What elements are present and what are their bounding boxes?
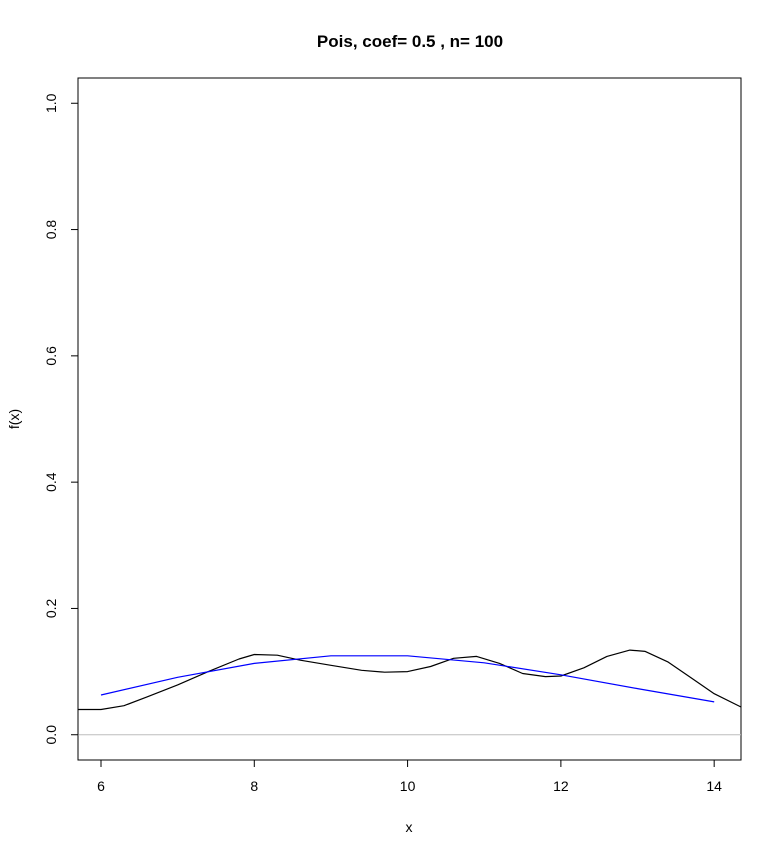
- x-axis-label: x: [406, 819, 413, 835]
- y-tick-label: 0.4: [43, 472, 59, 492]
- y-tick-label: 0.8: [43, 220, 59, 240]
- plot-frame: [77, 77, 742, 761]
- series-line-2: [100, 655, 715, 703]
- series-layer: [78, 649, 742, 711]
- chart-title: Pois, coef= 0.5 , n= 100: [317, 32, 503, 51]
- x-tick-label: 10: [400, 778, 416, 794]
- y-tick-label: 1.0: [43, 93, 59, 113]
- x-tick-label: 8: [250, 778, 258, 794]
- y-axis-label: f(x): [6, 409, 22, 429]
- x-axis: 6 8 10 12 14: [97, 759, 722, 794]
- x-tick-label: 14: [706, 778, 722, 794]
- series-line-1: [78, 649, 742, 711]
- y-axis: 0.0 0.2 0.4 0.6 0.8 1.0: [43, 93, 79, 745]
- y-tick-label: 0.2: [43, 599, 59, 619]
- y-tick-label: 0.6: [43, 346, 59, 366]
- x-tick-label: 12: [553, 778, 569, 794]
- y-tick-label: 0.0: [43, 725, 59, 745]
- x-tick-label: 6: [97, 778, 105, 794]
